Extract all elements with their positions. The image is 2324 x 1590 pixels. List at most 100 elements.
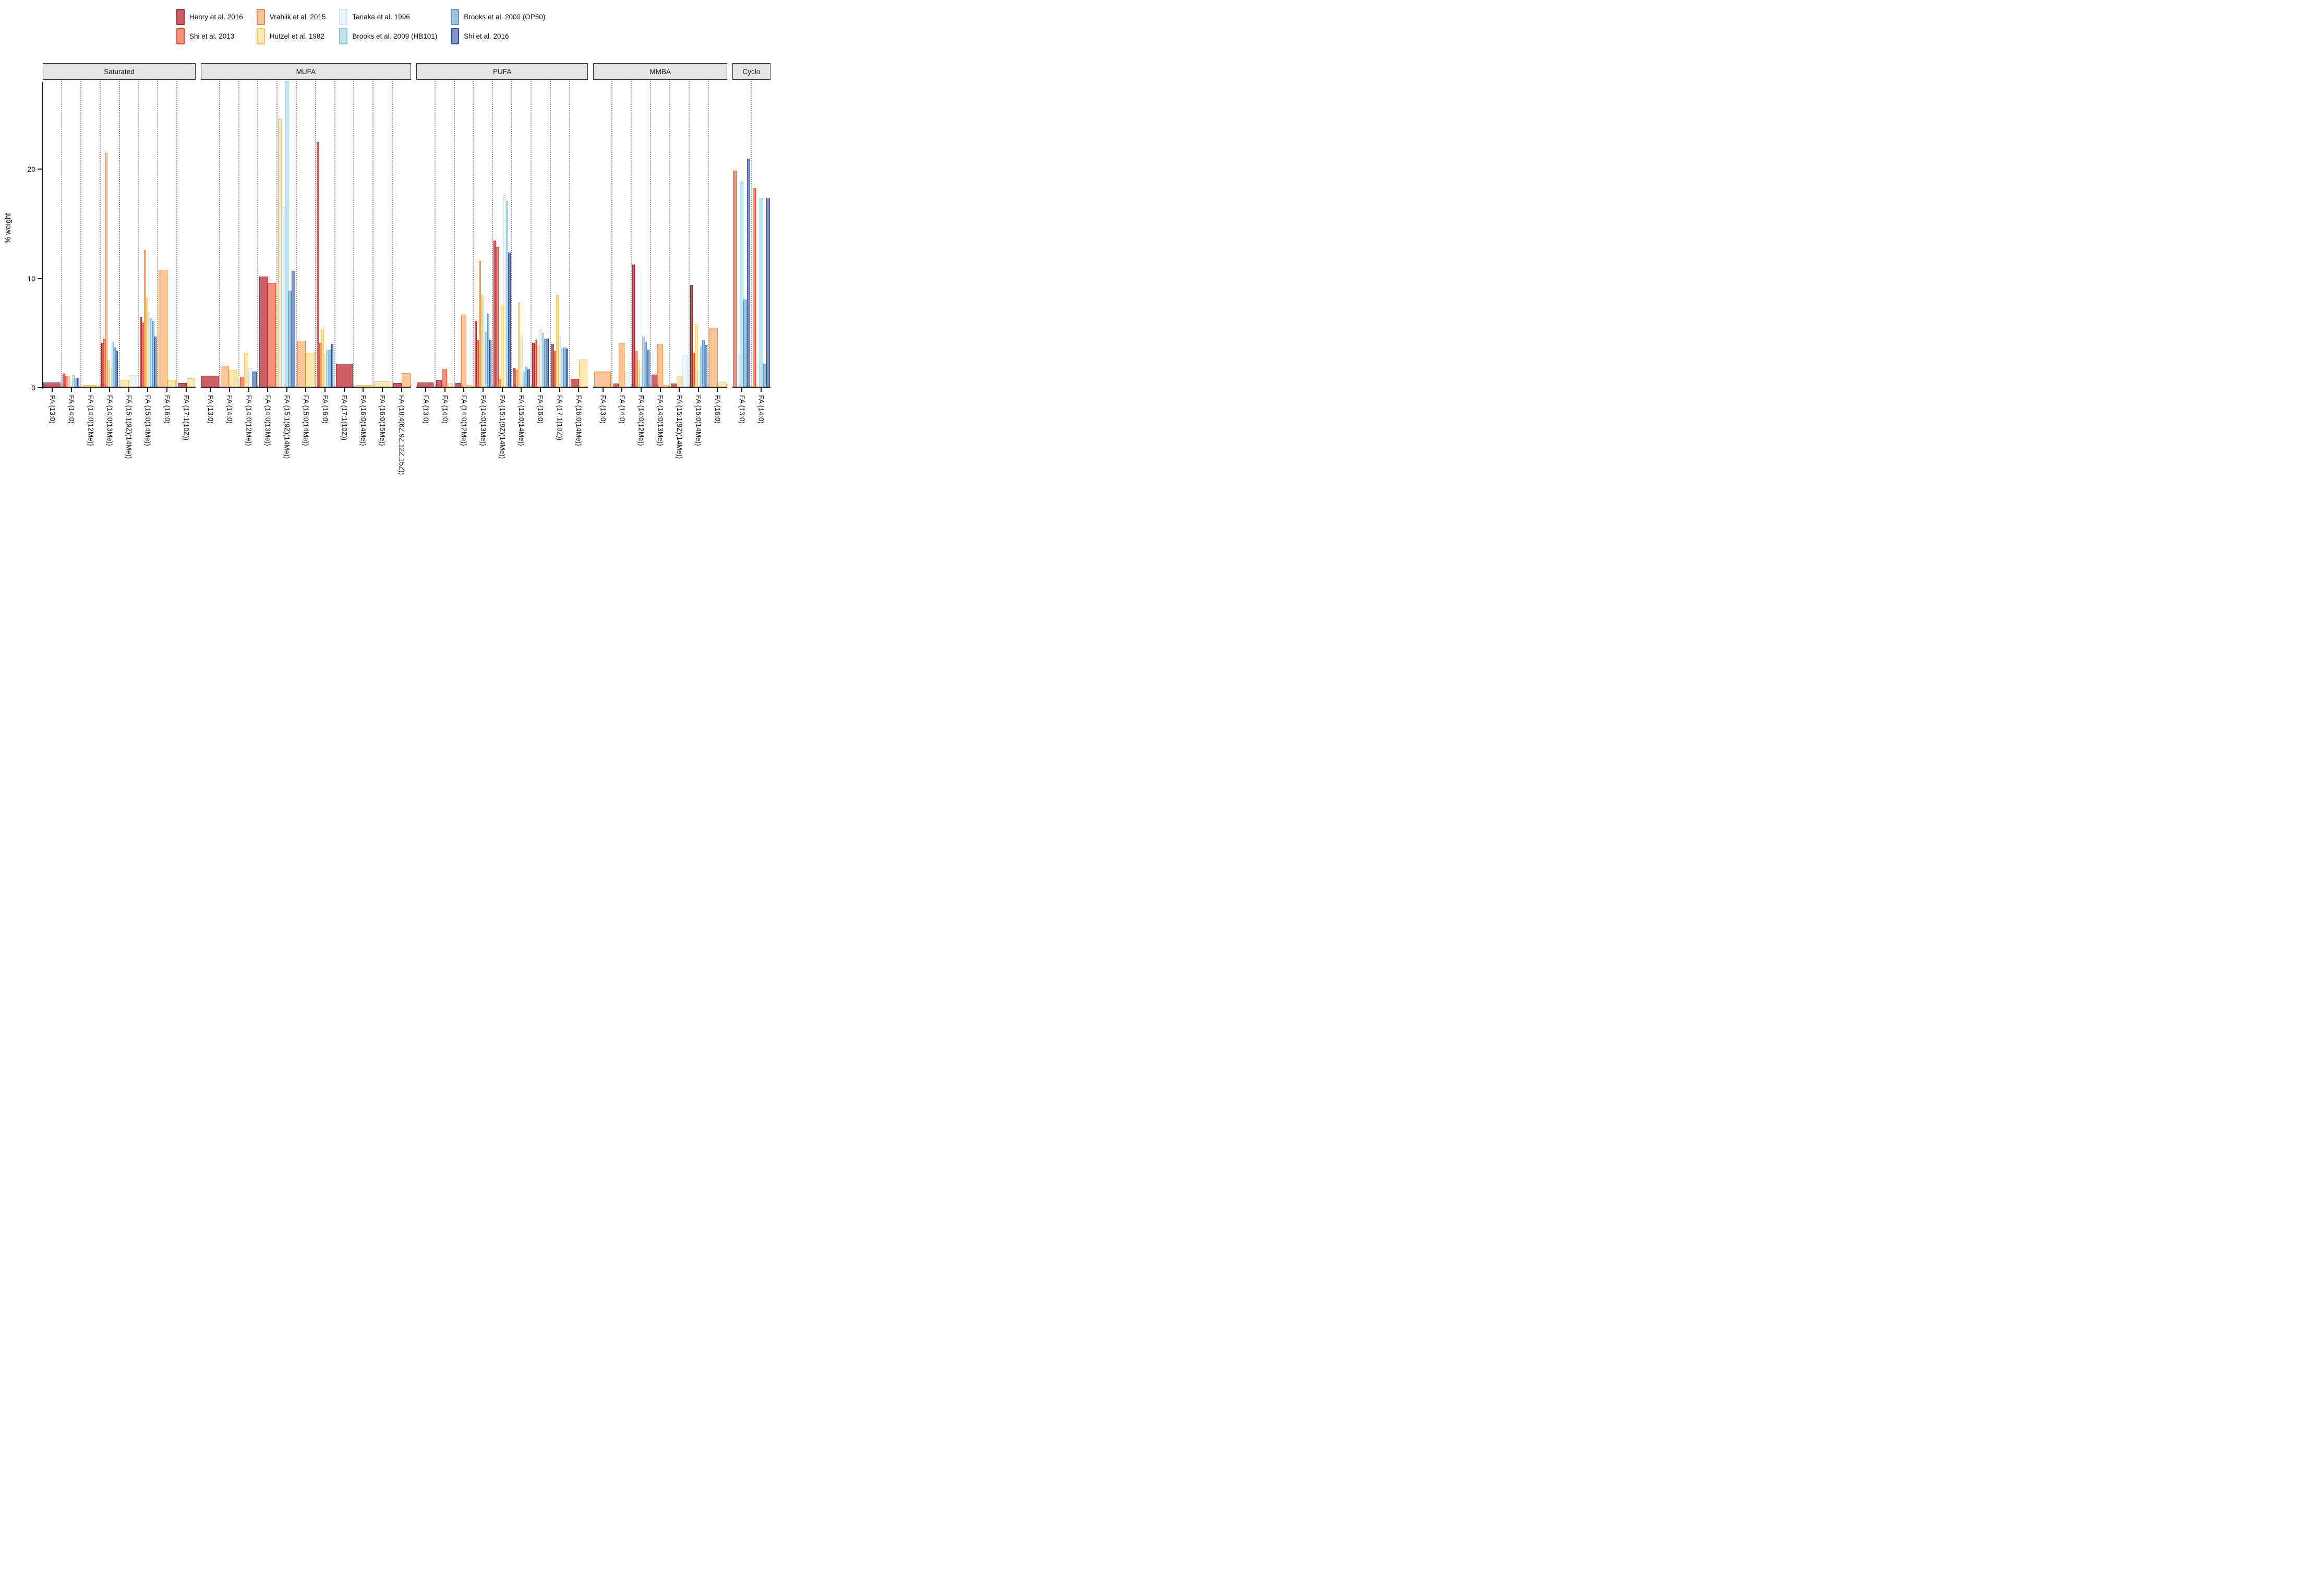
x-label-cell: FA (15:0(14Me)) — [689, 392, 708, 459]
category-cell — [551, 81, 570, 387]
bar — [632, 264, 635, 387]
bar — [150, 318, 152, 387]
bar-group — [613, 81, 630, 387]
bar — [517, 302, 521, 387]
x-label: FA (15:0(14Me)) — [144, 395, 152, 446]
bar — [139, 317, 142, 387]
legend-label: Henry et al. 2016 — [189, 13, 243, 21]
legend-column: Tanaka et al. 1996 Brooks et al. 2009 (HB… — [339, 8, 437, 45]
bar — [759, 197, 763, 387]
x-tick — [201, 388, 220, 392]
x-label: FA (17:1(10Z)) — [556, 395, 564, 441]
x-label-cell: FA (15:1(9Z)(14Me)) — [119, 392, 139, 459]
bar-group — [532, 81, 549, 387]
bar — [374, 381, 391, 387]
bar-group — [239, 81, 257, 387]
bar — [267, 283, 276, 387]
bar-group — [178, 81, 195, 387]
x-tick — [593, 388, 612, 392]
category-cell — [690, 81, 709, 387]
facet-strip: MMBA — [593, 63, 727, 80]
category-cell — [177, 81, 196, 387]
legend-key-swatch — [256, 9, 265, 25]
bar — [152, 321, 154, 387]
bar — [329, 349, 331, 387]
facet-panel — [200, 81, 411, 388]
x-label-cell: FA (14:0(13Me)) — [651, 392, 670, 459]
facets-row: Saturated FA (13:0) FA (14:0) FA (14:0(12Me… — [43, 63, 770, 475]
x-label: FA (14:0) — [225, 395, 234, 424]
legend-label: Shi et al. 2016 — [464, 32, 509, 40]
bar — [480, 295, 483, 387]
bar — [498, 379, 501, 387]
legend-label: Tanaka et al. 1996 — [352, 13, 410, 21]
bar-group — [374, 81, 391, 387]
bar-group — [513, 81, 530, 387]
y-tick-label: 20 — [27, 165, 35, 174]
x-label-cell: FA (13:0) — [593, 392, 612, 459]
x-tick — [454, 388, 474, 392]
facet-strip: Saturated — [43, 63, 196, 80]
legend-label: Vrablik et al. 2015 — [269, 13, 326, 21]
bar — [718, 382, 727, 387]
x-tick — [354, 388, 373, 392]
bar — [565, 348, 569, 387]
bar — [637, 360, 640, 387]
x-axis-labels: FA (13:0) FA (14:0) FA (14:0(12Me)) FA (14:… — [43, 392, 196, 459]
x-label-cell: FA (15:1(9Z)(14Me)) — [670, 392, 689, 459]
x-tick — [100, 388, 119, 392]
bar — [120, 380, 129, 387]
bar — [556, 295, 559, 387]
bar — [248, 368, 253, 387]
x-label-cell: FA (14:0(13Me)) — [474, 392, 493, 459]
category-cell — [532, 81, 551, 387]
bar — [544, 338, 547, 387]
bar — [321, 329, 324, 387]
bar-group — [652, 81, 669, 387]
x-label-cell: FA (15:0(14Me)) — [512, 392, 531, 459]
x-label: FA (14:0(13Me)) — [479, 395, 487, 446]
legend-item: Brooks et al. 2009 (HB101) — [339, 28, 437, 45]
bar — [178, 382, 187, 387]
bar-group — [632, 81, 649, 387]
bar-group — [278, 81, 295, 387]
category-cell — [732, 81, 752, 387]
category-cell — [62, 81, 81, 387]
facet-strip: MUFA — [200, 63, 411, 80]
bar — [67, 376, 70, 387]
legend-label: Hutzel et al. 1982 — [269, 32, 324, 40]
bar — [288, 290, 292, 387]
bar — [281, 206, 285, 387]
x-label-cell: FA (14:0(13Me)) — [258, 392, 278, 475]
x-tick — [158, 388, 177, 392]
bar-group — [316, 81, 334, 387]
y-axis-line — [42, 82, 43, 389]
bar — [259, 276, 268, 387]
x-label-cell: FA (13:0) — [43, 392, 62, 459]
legend-key-swatch — [176, 28, 185, 44]
x-label: FA (13:0) — [49, 395, 57, 424]
category-cell — [474, 81, 493, 387]
bar — [141, 322, 144, 387]
x-label-cell: FA (16:0(15Me)) — [373, 392, 392, 475]
category-cell — [612, 81, 632, 387]
bar-group — [101, 81, 118, 387]
x-label: FA (16:0) — [163, 395, 171, 424]
bar — [489, 340, 491, 387]
bar-group — [709, 81, 727, 387]
x-tick — [474, 388, 493, 392]
bar — [766, 197, 770, 387]
x-label: FA (15:1(9Z)(14Me)) — [675, 395, 683, 459]
y-tick-mark — [38, 278, 42, 279]
category-cell — [354, 81, 374, 387]
facet-strip: PUFA — [416, 63, 588, 80]
bar — [167, 380, 176, 387]
x-tick — [334, 388, 354, 392]
x-axis-labels: FA (13:0) FA (14:0) FA (14:0(12Me)) FA (14:… — [416, 392, 588, 459]
bar-group — [355, 81, 372, 387]
x-label: FA (16:0) — [321, 395, 329, 424]
bar — [101, 343, 103, 387]
bar-group — [297, 81, 315, 387]
bar-group — [733, 81, 751, 387]
bar — [558, 335, 561, 387]
